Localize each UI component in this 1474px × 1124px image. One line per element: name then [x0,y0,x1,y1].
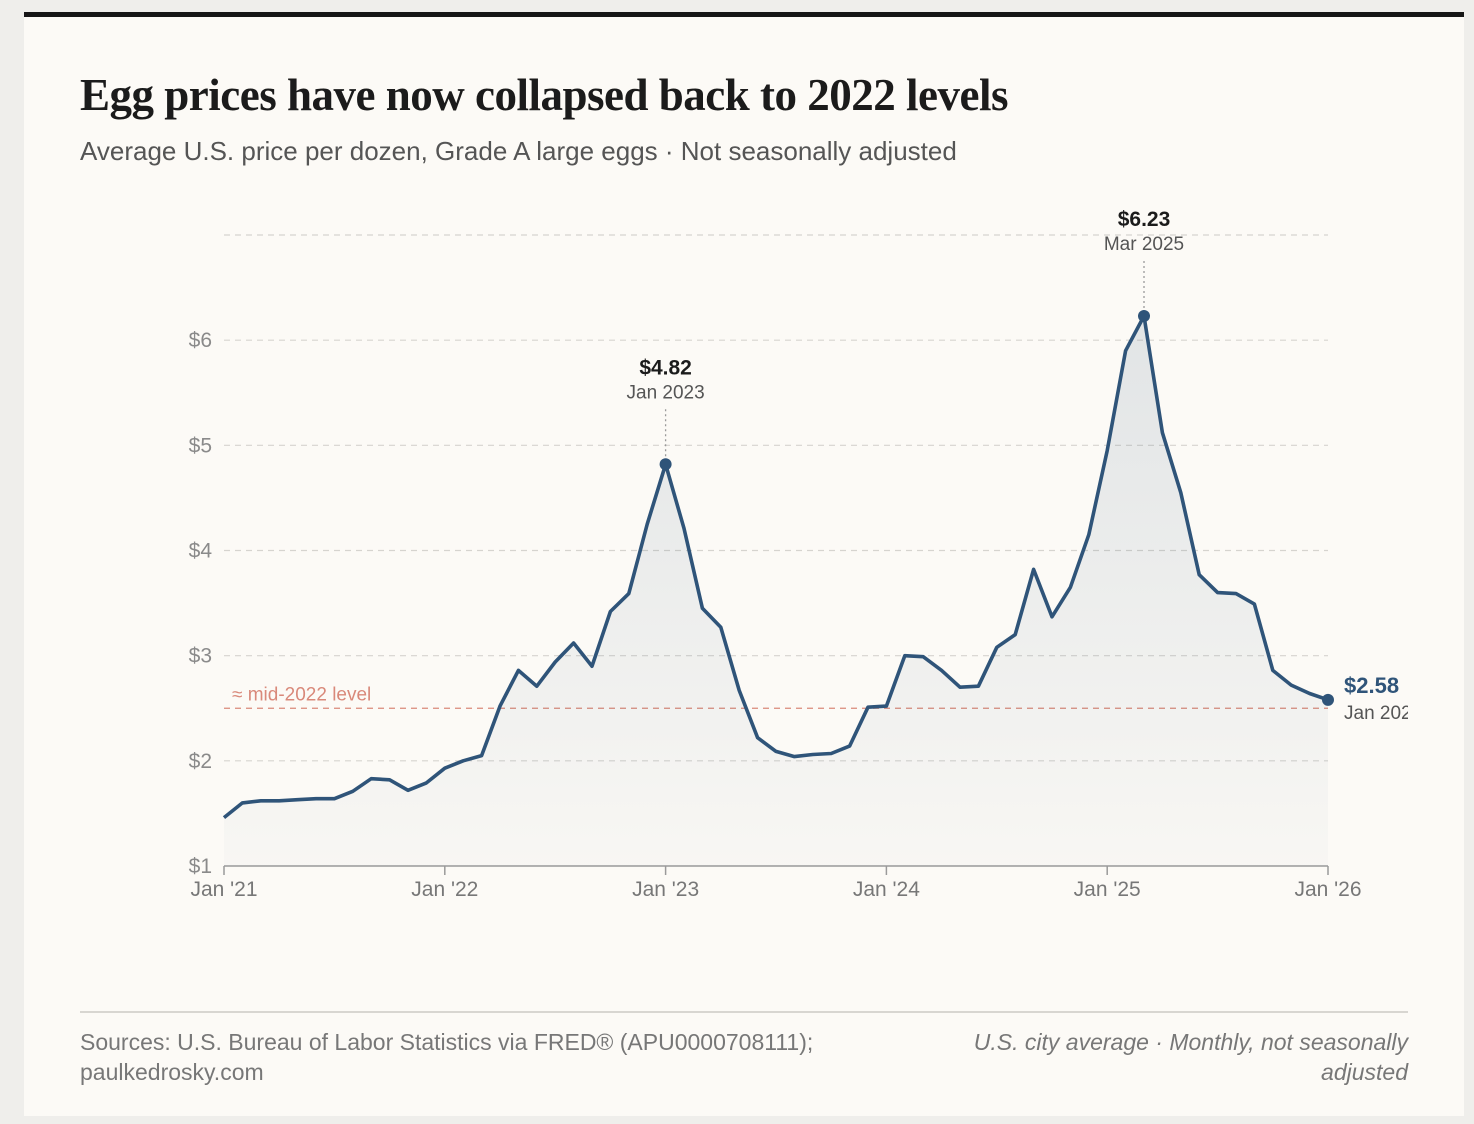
y-tick-label: $5 [189,434,212,457]
y-tick-label: $2 [189,750,212,773]
chart-subtitle: Average U.S. price per dozen, Grade A la… [80,136,957,166]
x-tick-label: Jan '22 [411,878,478,901]
y-tick-label: $6 [189,329,212,352]
area [224,316,1328,866]
y-tick-label: $3 [189,645,212,668]
x-tick-label: Jan '23 [632,878,699,901]
annotations: $4.82 Jan 2023 $6.23 Mar 2025 $2.58 Jan 2026 [627,208,1422,724]
x-tick-label: Jan '26 [1294,878,1361,901]
y-tick-label: $1 [189,855,212,878]
x-tick-label: Jan '25 [1074,878,1141,901]
method-note: U.S. city average · Monthly, not seasona… [973,1029,1408,1085]
highlight-point [659,458,672,471]
chart-title: Egg prices have now collapsed back to 20… [80,70,1009,120]
x-tick-label: Jan '24 [853,878,920,901]
value-label: $2.58 [1344,673,1399,698]
x-tick-label: Jan '21 [190,878,257,901]
source-note: Sources: U.S. Bureau of Labor Statistics… [80,1029,814,1085]
highlight-point [1322,693,1334,706]
value-label: $6.23 [1118,208,1171,231]
date-label: Mar 2025 [1104,234,1184,255]
card: Egg prices have now collapsed back to 20… [24,12,1464,1116]
value-label: $4.82 [639,356,692,379]
highlight-point [1138,309,1150,322]
date-label: Jan 2023 [627,382,705,403]
footer-rule [80,1011,1408,1013]
reference-label: ≈ mid-2022 level [232,684,371,705]
y-tick-label: $4 [189,540,213,563]
date-label: Jan 2026 [1344,703,1422,724]
